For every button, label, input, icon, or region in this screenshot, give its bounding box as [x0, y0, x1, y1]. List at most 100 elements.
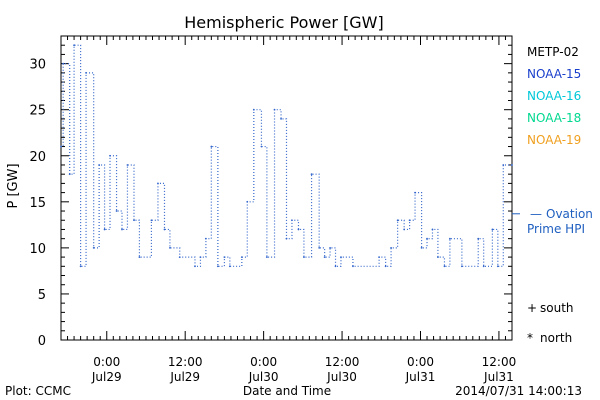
power-data-point — [194, 265, 196, 268]
legend-entry: NOAA-16 — [527, 89, 581, 103]
plot-frame — [60, 35, 513, 341]
x-tick-time-label: 0:00 — [250, 355, 277, 369]
power-data-point — [491, 228, 494, 231]
power-data-point — [414, 191, 416, 194]
x-axis: 0:00Jul2912:00Jul290:00Jul3012:00Jul300:… — [60, 36, 517, 384]
ovation-label: Ovation — [546, 207, 593, 221]
y-axis-label: P [GW] — [6, 163, 21, 208]
hemisphere-markers-legend: + south * north — [527, 301, 574, 345]
power-data-point — [334, 265, 337, 268]
power-data-point — [210, 145, 213, 148]
power-data-point — [303, 256, 305, 258]
power-data-point — [408, 219, 411, 222]
power-data-point — [378, 256, 380, 258]
power-data-point — [79, 265, 82, 268]
power-data-point — [403, 228, 406, 231]
power-data-point — [323, 256, 326, 258]
power-data-point — [449, 237, 451, 240]
power-data-point — [68, 173, 71, 176]
power-data-point — [396, 219, 399, 222]
power-data-point — [384, 265, 387, 268]
x-tick-time-label: 0:00 — [93, 355, 120, 369]
power-data-point — [240, 256, 243, 258]
power-data-point — [163, 228, 166, 231]
x-tick-date-label: Jul31 — [483, 370, 514, 384]
y-tick-label: 30 — [29, 58, 46, 73]
power-data-point — [496, 265, 499, 268]
power-data-point — [482, 265, 485, 268]
y-tick-label: 0 — [38, 334, 46, 349]
power-data-point — [426, 237, 428, 240]
x-tick-date-label: Jul30 — [326, 370, 357, 384]
y-tick-label: 10 — [29, 242, 46, 257]
marker-symbol: + — [527, 301, 537, 315]
y-tick-label: 25 — [29, 104, 46, 119]
plot-timestamp: 2014/07/31 14:00:13 — [455, 384, 582, 398]
power-data-point — [340, 256, 342, 258]
power-data-point — [228, 265, 231, 268]
legend-entry: NOAA-18 — [527, 111, 581, 125]
x-tick-time-label: 12:00 — [325, 355, 360, 369]
power-data-point — [92, 246, 95, 249]
power-data-point — [85, 71, 87, 74]
power-data-point — [169, 246, 171, 249]
chart-legend: METP-02 NOAA-15 NOAA-16 NOAA-18 NOAA-19 — [527, 45, 581, 147]
legend-entry: NOAA-15 — [527, 67, 581, 81]
power-data-point — [73, 44, 75, 47]
power-data-point — [204, 237, 207, 240]
plot-credit: Plot: CCMC — [5, 384, 71, 398]
power-data-point — [60, 145, 62, 148]
power-data-point — [297, 228, 300, 231]
legend-entry: NOAA-19 — [527, 133, 581, 147]
x-tick-date-label: Jul30 — [248, 370, 279, 384]
marker-label: south — [540, 301, 574, 315]
power-data-point — [443, 265, 446, 268]
power-data-point — [246, 200, 249, 203]
series-layer — [60, 44, 513, 268]
power-data-point — [511, 164, 513, 166]
power-data-point — [115, 210, 118, 212]
power-data-point — [178, 256, 181, 258]
x-tick-time-label: 12:00 — [168, 355, 203, 369]
power-data-point — [216, 265, 219, 268]
chart-title: Hemispheric Power [GW] — [184, 13, 383, 32]
power-data-point — [265, 256, 268, 258]
power-data-point — [352, 265, 354, 268]
x-axis-label: Date and Time — [243, 384, 331, 398]
legend-entry: METP-02 — [527, 45, 579, 59]
power-data-point — [431, 228, 434, 231]
power-data-point — [109, 154, 111, 157]
y-tick-label: 20 — [29, 150, 46, 165]
power-data-point — [150, 219, 153, 222]
power-data-point — [260, 145, 263, 148]
power-data-point — [390, 246, 392, 249]
power-data-point — [310, 173, 313, 176]
power-data-point — [98, 164, 101, 166]
power-data-point — [121, 228, 123, 231]
power-data-point — [477, 237, 480, 240]
x-tick-time-label: 12:00 — [482, 355, 517, 369]
y-tick-label: 5 — [38, 288, 46, 303]
power-data-point — [502, 164, 505, 166]
marker-symbol: * — [527, 331, 533, 345]
power-data-point — [62, 62, 65, 65]
power-data-point — [133, 219, 135, 222]
power-data-point — [460, 265, 463, 268]
power-data-point — [329, 246, 331, 249]
x-tick-time-label: 0:00 — [407, 355, 434, 369]
x-tick-date-label: Jul31 — [405, 370, 436, 384]
power-data-point — [291, 219, 293, 222]
power-data-point — [280, 118, 282, 120]
y-tick-label: 15 — [29, 196, 46, 211]
power-data-point — [420, 246, 423, 249]
power-data-point — [157, 182, 159, 185]
power-data-point — [138, 256, 141, 258]
power-data-point — [199, 256, 202, 258]
x-tick-date-label: Jul29 — [91, 370, 122, 384]
ovation-label-line2: Prime HPI — [527, 222, 585, 236]
power-data-point — [252, 108, 255, 111]
marker-label: north — [540, 331, 572, 345]
ovation-dash-mark: — — [530, 207, 542, 221]
